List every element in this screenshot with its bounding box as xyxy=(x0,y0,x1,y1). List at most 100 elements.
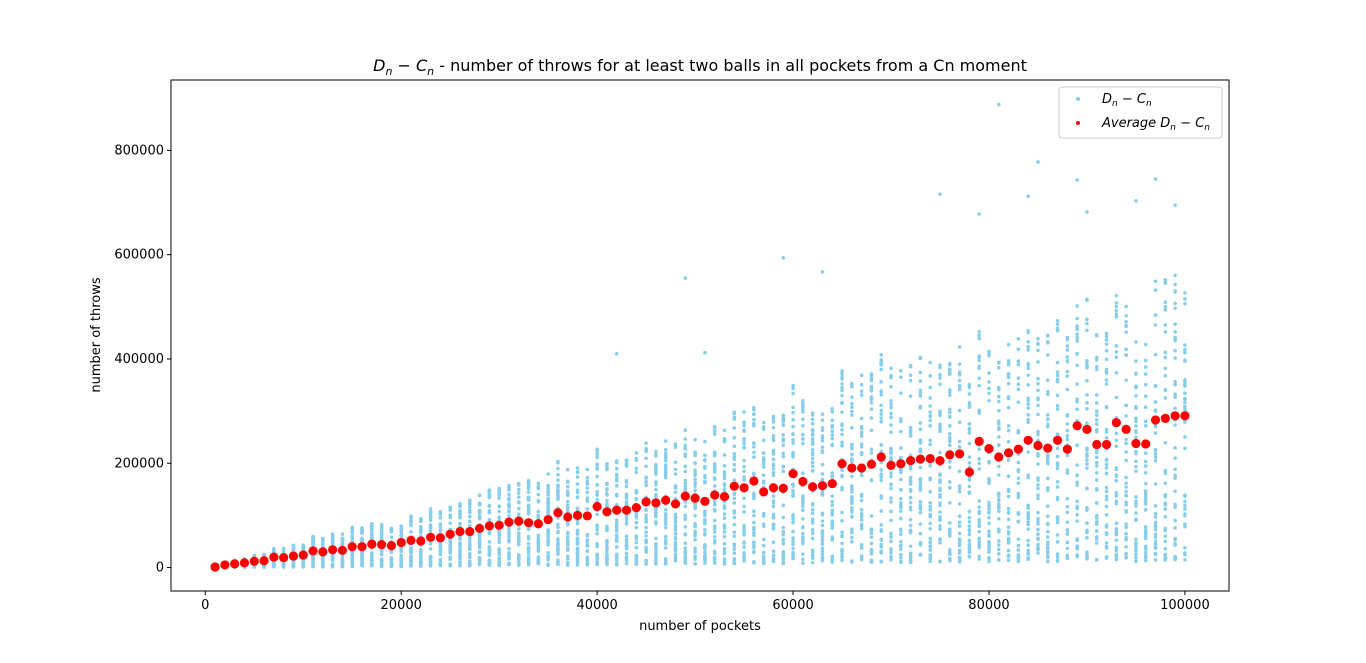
trial-point xyxy=(761,451,766,455)
trial-point xyxy=(350,550,355,555)
average-point xyxy=(994,452,1004,462)
trial-point xyxy=(938,427,942,431)
trial-point xyxy=(879,559,884,564)
trial-point xyxy=(1065,520,1070,525)
average-point xyxy=(906,456,916,466)
average-point xyxy=(484,521,494,531)
trial-point xyxy=(761,479,766,483)
trial-point xyxy=(1124,319,1128,324)
trial-point xyxy=(948,534,952,538)
trial-point xyxy=(673,535,678,540)
trial-point xyxy=(781,561,786,566)
trial-point xyxy=(1134,548,1138,553)
trial-point xyxy=(350,562,355,567)
trial-point xyxy=(879,551,884,555)
trial-point xyxy=(654,466,658,471)
trial-point xyxy=(1134,495,1138,499)
trial-point xyxy=(458,560,462,565)
trial-point xyxy=(595,474,599,479)
trial-point xyxy=(908,466,913,471)
trial-point xyxy=(448,505,452,510)
trial-point xyxy=(1006,517,1011,522)
trial-point xyxy=(810,527,815,532)
trial-point xyxy=(1045,514,1050,519)
trial-point xyxy=(703,350,707,355)
trial-point xyxy=(1055,446,1060,451)
trial-point xyxy=(477,493,482,498)
trial-point xyxy=(360,529,364,534)
trial-point xyxy=(1065,374,1070,378)
trial-point xyxy=(918,450,923,454)
trial-point xyxy=(516,563,521,567)
trial-point xyxy=(1045,353,1050,357)
trial-point xyxy=(1016,469,1021,474)
trial-point xyxy=(1045,412,1050,417)
trial-point xyxy=(1094,471,1099,475)
trial-point xyxy=(801,494,805,498)
trial-point xyxy=(1085,321,1089,326)
trial-point xyxy=(791,517,795,521)
trial-point xyxy=(918,486,923,491)
trial-point xyxy=(1036,486,1040,491)
trial-point xyxy=(585,486,590,490)
trial-point xyxy=(1026,450,1030,454)
trial-point xyxy=(1173,526,1177,530)
trial-point xyxy=(526,495,531,500)
average-point xyxy=(563,512,573,522)
trial-point xyxy=(683,525,688,529)
trial-point xyxy=(820,493,825,497)
trial-point xyxy=(1055,519,1060,523)
trial-point xyxy=(967,426,972,431)
trial-point xyxy=(634,520,639,525)
trial-point xyxy=(448,562,452,566)
trial-point xyxy=(458,541,462,545)
trial-point xyxy=(458,537,462,542)
trial-point xyxy=(957,551,962,555)
trial-point xyxy=(477,540,482,544)
trial-point xyxy=(556,461,560,465)
trial-point xyxy=(1183,503,1187,508)
trial-point xyxy=(1114,521,1119,526)
trial-point xyxy=(1163,556,1168,561)
trial-point xyxy=(957,445,962,449)
trial-point xyxy=(1114,467,1119,472)
trial-point xyxy=(928,442,933,447)
trial-point xyxy=(869,558,874,563)
trial-point xyxy=(497,563,501,568)
trial-point xyxy=(526,549,531,554)
trial-point xyxy=(516,500,521,504)
trial-point xyxy=(1065,413,1070,417)
trial-point xyxy=(565,546,570,551)
trial-point xyxy=(840,401,844,405)
average-point xyxy=(925,453,935,464)
trial-point xyxy=(487,547,492,552)
trial-point xyxy=(801,552,805,556)
trial-point xyxy=(781,443,786,448)
trial-point xyxy=(644,508,648,513)
trial-point xyxy=(1065,355,1070,359)
trial-point xyxy=(859,522,864,527)
trial-point xyxy=(781,538,786,542)
trial-point xyxy=(840,422,844,426)
trial-point xyxy=(1016,556,1021,560)
trial-point xyxy=(673,472,678,476)
trial-point xyxy=(526,490,531,494)
trial-point xyxy=(820,530,825,534)
trial-point xyxy=(801,525,805,529)
trial-point xyxy=(781,423,786,428)
trial-point xyxy=(634,554,639,558)
trial-point xyxy=(673,557,678,561)
average-point xyxy=(964,467,974,477)
trial-point xyxy=(497,547,501,552)
trial-point xyxy=(507,557,511,561)
trial-point xyxy=(850,560,854,564)
trial-point xyxy=(1104,554,1109,559)
trial-point xyxy=(693,468,697,472)
trial-point xyxy=(673,548,678,553)
average-point xyxy=(955,449,965,459)
trial-point xyxy=(771,512,776,517)
trial-point xyxy=(497,504,501,509)
y-axis-label: number of throws xyxy=(89,277,104,393)
average-point xyxy=(474,523,485,534)
trial-point xyxy=(1055,407,1060,411)
